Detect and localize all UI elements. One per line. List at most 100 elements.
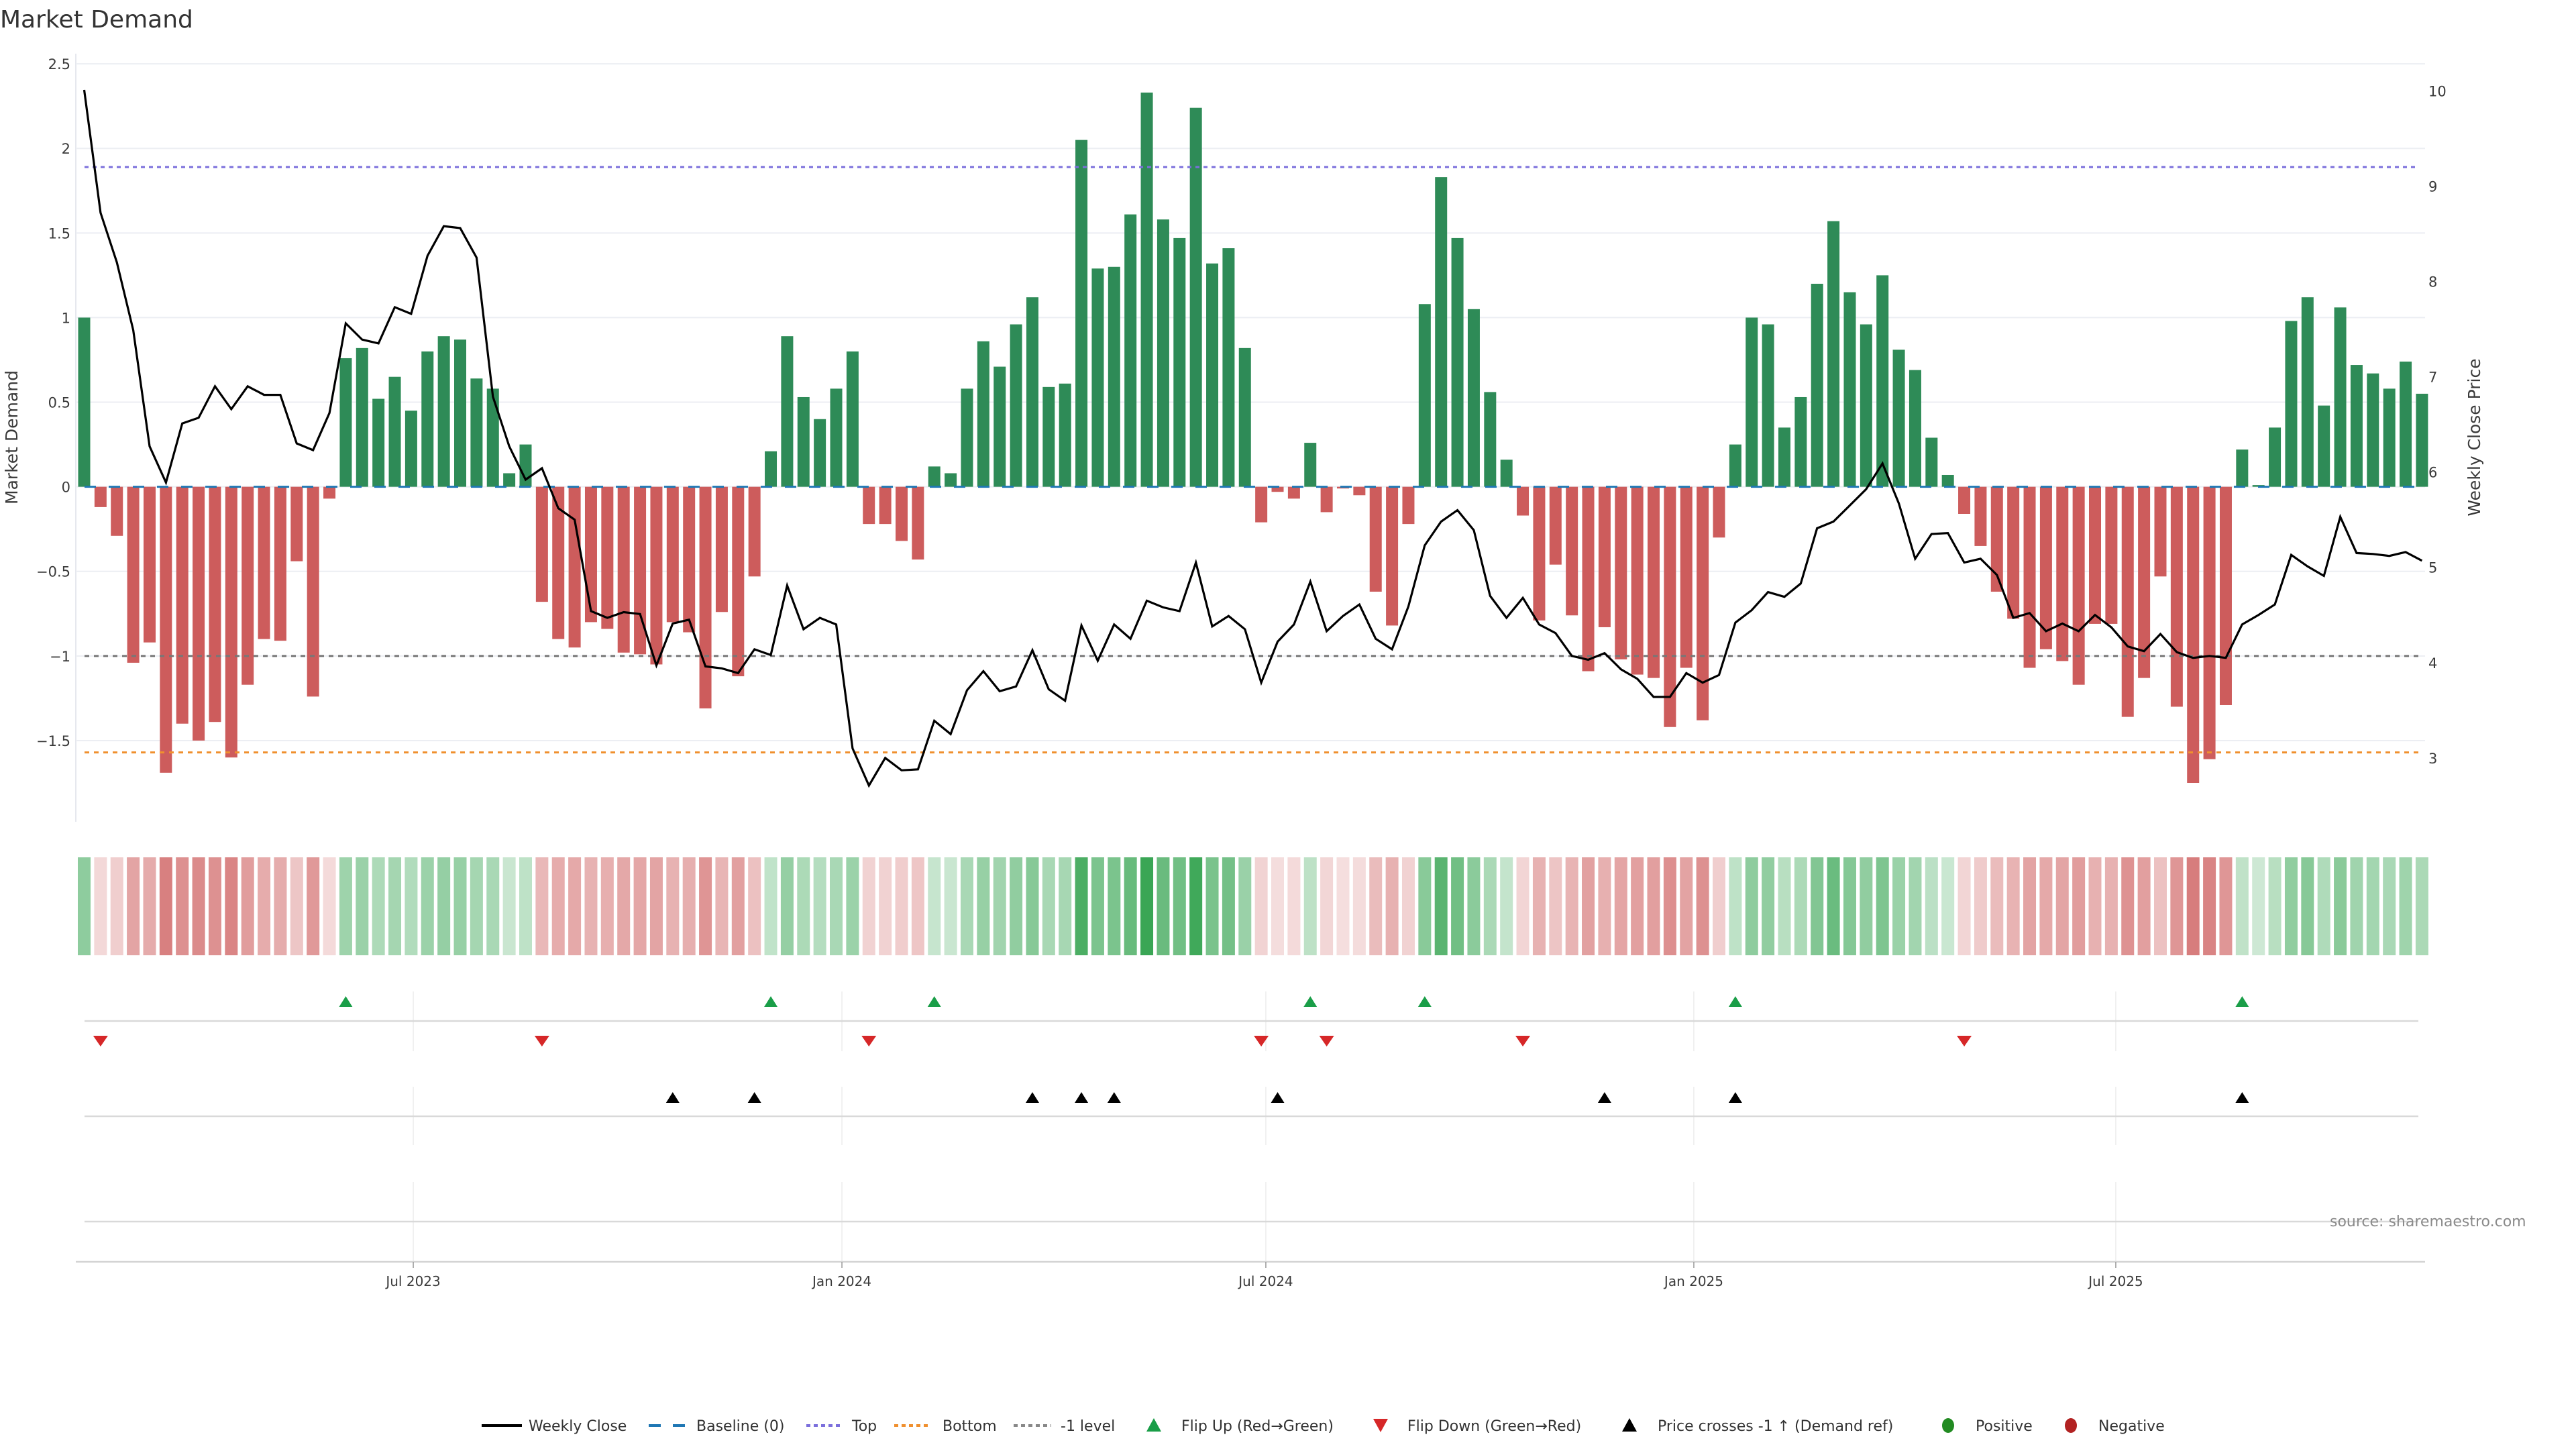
demand-bar-positive [1794, 396, 1807, 487]
heat-cell [879, 857, 892, 955]
heat-cell [2055, 857, 2069, 955]
demand-bar-positive [2350, 365, 2363, 487]
heat-cell [1957, 857, 1971, 955]
heat-cell [1663, 857, 1676, 955]
heat-cell [2399, 857, 2412, 955]
demand-bar-positive [356, 347, 368, 487]
heat-cell [470, 857, 483, 955]
demand-bar-negative [1402, 486, 1415, 525]
demand-bar-negative [2154, 486, 2167, 577]
demand-bar-negative [2089, 486, 2102, 624]
demand-bar-positive [2416, 393, 2428, 487]
demand-bar-positive [2367, 373, 2379, 487]
demand-bar-negative [1713, 486, 1725, 538]
demand-bar-positive [2269, 427, 2282, 487]
heat-cell [2088, 857, 2102, 955]
heat-cell [1696, 857, 1709, 955]
y2-tick-label: 4 [2428, 655, 2437, 672]
heat-cell [1434, 857, 1448, 955]
heat-cell [2317, 857, 2330, 955]
legend-label: -1 level [1061, 1418, 1115, 1435]
demand-bar-negative [666, 486, 679, 623]
price-cross-marker [747, 1092, 761, 1103]
heat-cell [895, 857, 908, 955]
demand-bar-negative [2219, 486, 2232, 705]
demand-bar-negative [241, 486, 254, 685]
demand-bar-negative [2039, 486, 2052, 649]
demand-bar-positive [961, 388, 973, 487]
heat-cell [2186, 857, 2200, 955]
y2-tick-label: 3 [2428, 751, 2437, 767]
demand-bar-positive [1435, 177, 1448, 487]
demand-bar-negative [1287, 486, 1300, 499]
heat-cell [1010, 857, 1023, 955]
heat-cell [830, 857, 843, 955]
demand-bar-negative [912, 486, 924, 560]
y-tick-label: 2.5 [48, 56, 70, 72]
demand-bar-positive [1010, 324, 1022, 487]
demand-bar-negative [1697, 486, 1709, 720]
demand-heat-strip [78, 857, 2428, 955]
demand-bar-negative [617, 486, 630, 653]
heat-cell [225, 857, 238, 955]
demand-bar-positive [1729, 444, 1741, 487]
demand-bars [78, 93, 2428, 783]
heat-cell [1811, 857, 1824, 955]
y-tick-label: −1 [50, 649, 70, 665]
heat-cell [2415, 857, 2428, 955]
heat-cell [1124, 857, 1137, 955]
heat-cell [535, 857, 549, 955]
heat-cell [1157, 857, 1170, 955]
legend-label: Flip Up (Red→Green) [1181, 1418, 1334, 1435]
flip-up-marker [339, 996, 353, 1007]
demand-bar-positive [945, 473, 957, 487]
heat-cell [2252, 857, 2265, 955]
demand-bar-negative [650, 486, 663, 665]
heat-cell [1418, 857, 1432, 955]
demand-bar-positive [1157, 219, 1169, 487]
demand-bar-positive [519, 444, 532, 487]
demand-bar-negative [715, 486, 728, 612]
heat-cell [1762, 857, 1775, 955]
heat-cell [2301, 857, 2314, 955]
heat-cell [1614, 857, 1627, 955]
demand-bar-positive [486, 388, 499, 487]
demand-bar-negative [1255, 486, 1268, 523]
demand-bar-negative [1533, 486, 1546, 621]
heat-cell [2039, 857, 2053, 955]
heat-cell [1303, 857, 1317, 955]
demand-bar-negative [601, 486, 614, 629]
demand-bar-positive [1860, 324, 1872, 487]
demand-bar-negative [2170, 486, 2183, 707]
y-tick-label: −1.5 [36, 733, 70, 749]
heat-cell [1598, 857, 1611, 955]
demand-bar-positive [503, 473, 516, 487]
weekly-close-line [83, 89, 2423, 788]
heat-cell [1451, 857, 1464, 955]
heat-cell [192, 857, 205, 955]
legend-item-minus1: -1 level [1014, 1418, 1115, 1435]
demand-bar-positive [388, 376, 401, 487]
demand-bar-negative [2007, 486, 2020, 619]
demand-bar-positive [2334, 307, 2347, 487]
heat-cell [1925, 857, 1938, 955]
heat-cell [568, 857, 582, 955]
y2-tick-label: 6 [2428, 465, 2437, 481]
reference-lines [85, 166, 2418, 754]
heat-cell [307, 857, 320, 955]
legend-item-positive: Positive [1942, 1418, 2033, 1435]
heat-cell [1647, 857, 1660, 955]
heat-cell [94, 857, 107, 955]
heat-cell [1271, 857, 1285, 955]
heat-cell [715, 857, 729, 955]
price-cross-marker [1728, 1092, 1742, 1103]
heat-cell [1467, 857, 1481, 955]
demand-bar-negative [143, 486, 156, 643]
legend-label: Negative [2098, 1418, 2165, 1435]
demand-bar-negative [634, 486, 647, 655]
demand-bar-positive [2285, 321, 2298, 487]
demand-bar-negative [1566, 486, 1578, 616]
heat-cell [1909, 857, 1922, 955]
heat-cell [1336, 857, 1350, 955]
y-tick-label: 2 [62, 141, 70, 157]
